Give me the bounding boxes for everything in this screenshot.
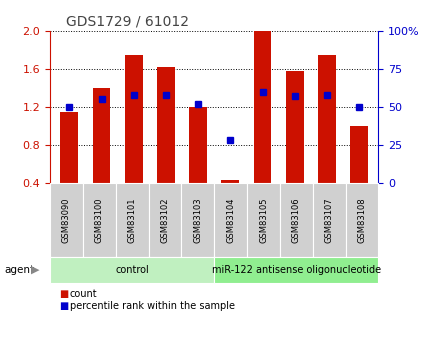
Bar xyxy=(125,55,142,183)
Text: ■: ■ xyxy=(59,289,68,299)
Bar xyxy=(253,31,271,183)
Text: GSM83107: GSM83107 xyxy=(324,197,333,243)
Text: GSM83102: GSM83102 xyxy=(160,197,169,243)
Bar xyxy=(92,88,110,183)
Text: percentile rank within the sample: percentile rank within the sample xyxy=(69,301,234,311)
Text: ▶: ▶ xyxy=(31,265,40,275)
Text: GSM83090: GSM83090 xyxy=(62,197,71,243)
Text: GSM83105: GSM83105 xyxy=(258,197,267,243)
Bar xyxy=(317,55,335,183)
Text: agent: agent xyxy=(4,265,34,275)
Text: GSM83101: GSM83101 xyxy=(127,197,136,243)
Text: GSM83106: GSM83106 xyxy=(291,197,300,243)
Bar xyxy=(221,180,239,183)
Text: GSM83108: GSM83108 xyxy=(357,197,366,243)
Text: GSM83100: GSM83100 xyxy=(95,197,104,243)
Bar xyxy=(349,126,367,183)
Bar xyxy=(157,67,174,183)
Text: control: control xyxy=(115,265,149,275)
Text: GDS1729 / 61012: GDS1729 / 61012 xyxy=(66,14,189,29)
Text: GSM83103: GSM83103 xyxy=(193,197,202,243)
Text: GSM83104: GSM83104 xyxy=(226,197,235,243)
Bar xyxy=(189,107,207,183)
Text: count: count xyxy=(69,289,97,299)
Text: ■: ■ xyxy=(59,301,68,311)
Bar xyxy=(60,112,78,183)
Bar xyxy=(285,71,303,183)
Text: miR-122 antisense oligonucleotide: miR-122 antisense oligonucleotide xyxy=(211,265,380,275)
